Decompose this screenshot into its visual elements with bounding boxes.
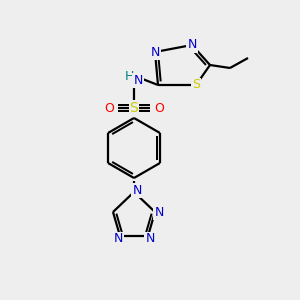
Text: S: S (192, 79, 200, 92)
Text: N: N (113, 232, 123, 245)
Text: N: N (145, 232, 155, 245)
Text: N: N (132, 184, 142, 196)
Text: N: N (133, 74, 143, 86)
Text: S: S (130, 101, 138, 115)
Text: N: N (154, 206, 164, 218)
Text: N: N (150, 46, 160, 59)
Text: H: H (124, 70, 134, 83)
Text: O: O (104, 101, 114, 115)
Text: O: O (154, 101, 164, 115)
Text: N: N (187, 38, 197, 52)
